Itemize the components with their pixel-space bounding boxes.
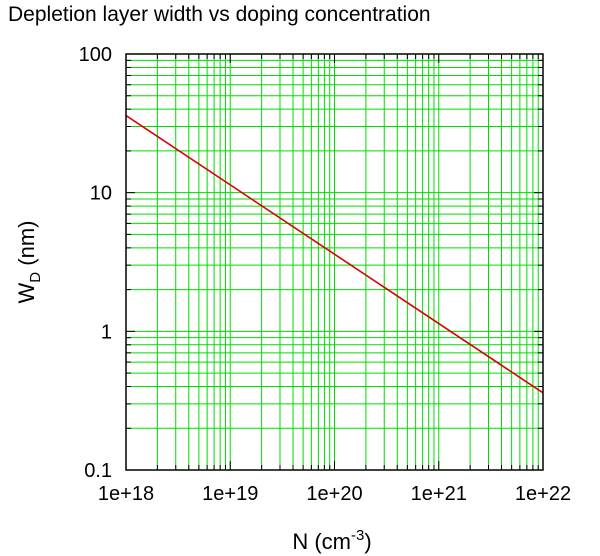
- tick-labels: 1e+18 1e+19 1e+20 1e+21 1e+22 0.1 1 10 100: [79, 44, 571, 505]
- y-axis-label: WD (nm): [14, 221, 44, 304]
- x-tick-label: 1e+22: [515, 483, 571, 505]
- x-axis-label-tail: ): [364, 529, 371, 554]
- axis-ticks: [125, 53, 544, 471]
- y-tick-label: 0.1: [84, 460, 112, 482]
- chart-title: Depletion layer width vs doping concentr…: [8, 3, 431, 26]
- x-axis-label: N (cm-3): [292, 527, 371, 554]
- x-tick-label: 1e+18: [98, 483, 154, 505]
- grid: [126, 54, 543, 470]
- x-tick-label: 1e+20: [306, 483, 362, 505]
- x-axis-label-sup: -3: [351, 527, 364, 544]
- y-axis-label-tail: (nm): [14, 221, 39, 272]
- plot-area: [125, 114, 544, 394]
- series-line: [125, 114, 544, 394]
- x-tick-label: 1e+21: [411, 483, 467, 505]
- y-tick-label: 10: [90, 183, 112, 205]
- y-tick-label: 1: [101, 321, 112, 343]
- y-tick-label: 100: [79, 44, 112, 66]
- y-axis-label-sub: D: [27, 272, 44, 283]
- x-axis-label-base: N (cm: [292, 529, 351, 554]
- x-tick-label: 1e+19: [202, 483, 258, 505]
- y-axis-label-base: W: [14, 282, 39, 303]
